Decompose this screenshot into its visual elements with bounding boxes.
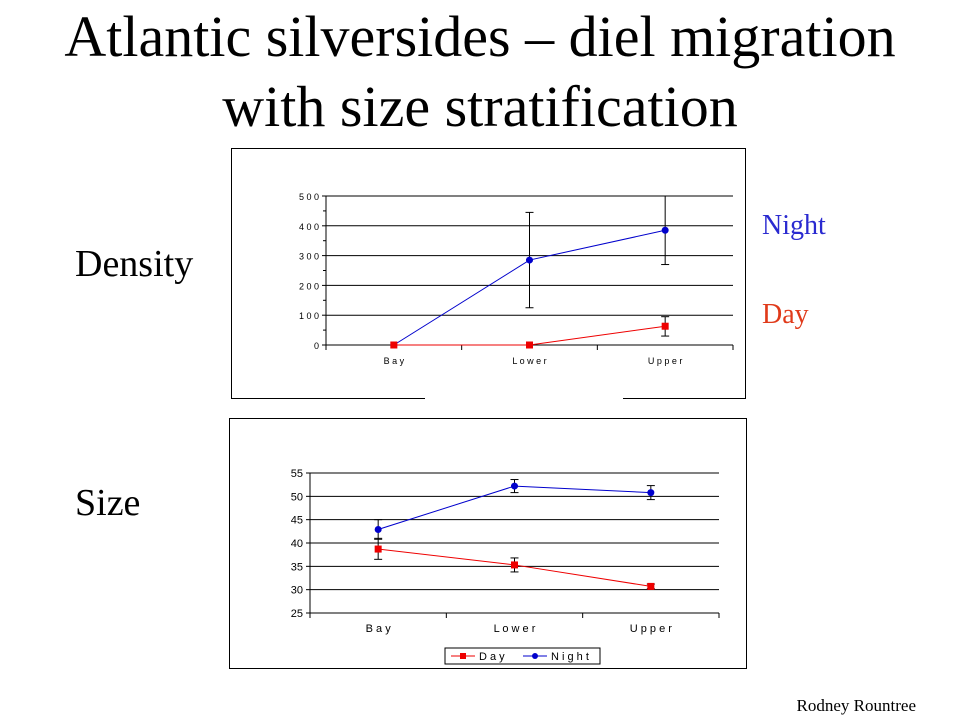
size-ytick-label: 25 — [291, 608, 303, 620]
density-night-point — [661, 226, 669, 234]
size-legend-day-label: D a y — [479, 651, 505, 663]
size-day-point — [511, 561, 518, 569]
density-label: Density — [75, 243, 194, 285]
size-ytick-label: 40 — [291, 538, 303, 550]
density-day-point — [661, 322, 669, 330]
size-chart-svg: 25 30 35 40 45 50 55 B a y L o w e r U p p e r D a… — [291, 468, 720, 665]
density-chart-svg: 0 1 0 0 2 0 0 3 0 0 4 0 0 5 0 0 B a y L o w e r… — [299, 192, 734, 366]
size-category-label: B a y — [366, 623, 392, 635]
density-day-point — [390, 341, 398, 349]
frame-gap — [425, 396, 623, 400]
density-category-label: U p p e r — [648, 356, 683, 366]
size-legend-day-marker — [460, 653, 466, 659]
night-legend-label: Night — [762, 210, 826, 241]
density-ytick-label: 3 0 0 — [299, 252, 319, 262]
author-credit: Rodney Rountree — [796, 696, 916, 715]
size-legend-night-marker — [532, 653, 538, 659]
density-night-point — [526, 256, 533, 264]
size-chart: 25 30 35 40 45 50 55 B a y L o w e r U p p e r D a… — [229, 418, 747, 669]
density-ytick-label: 0 — [314, 341, 319, 351]
title-line-1: Atlantic silversides – diel migration — [64, 4, 896, 69]
density-category-label: L o w e r — [512, 356, 546, 366]
size-ytick-label: 55 — [291, 468, 303, 480]
size-category-label: U p p e r — [630, 623, 673, 635]
size-day-point — [374, 545, 382, 553]
density-ytick-label: 1 0 0 — [299, 311, 319, 321]
slide-title: Atlantic silversides – diel migration wi… — [0, 2, 960, 142]
density-category-label: B a y — [384, 356, 405, 366]
size-ytick-label: 50 — [291, 491, 303, 503]
size-night-point — [647, 489, 655, 497]
size-ytick-label: 45 — [291, 515, 303, 527]
density-chart: 0 1 0 0 2 0 0 3 0 0 4 0 0 5 0 0 B a y L o w e r… — [231, 148, 746, 399]
size-category-label: L o w e r — [494, 623, 536, 635]
size-day-point — [647, 582, 655, 590]
size-legend — [444, 647, 601, 665]
density-ytick-label: 5 0 0 — [299, 192, 319, 202]
size-night-point — [511, 482, 518, 490]
size-legend-night-label: N i g h t — [551, 651, 589, 663]
title-line-2: with size stratification — [222, 74, 738, 139]
density-ytick-label: 2 0 0 — [299, 281, 319, 291]
density-ytick-label: 4 0 0 — [299, 222, 319, 232]
size-label: Size — [75, 482, 141, 524]
size-ytick-label: 35 — [291, 561, 303, 573]
density-day-point — [526, 341, 533, 349]
day-legend-label: Day — [762, 299, 809, 330]
size-night-point — [374, 525, 382, 533]
size-ytick-label: 30 — [291, 585, 303, 597]
